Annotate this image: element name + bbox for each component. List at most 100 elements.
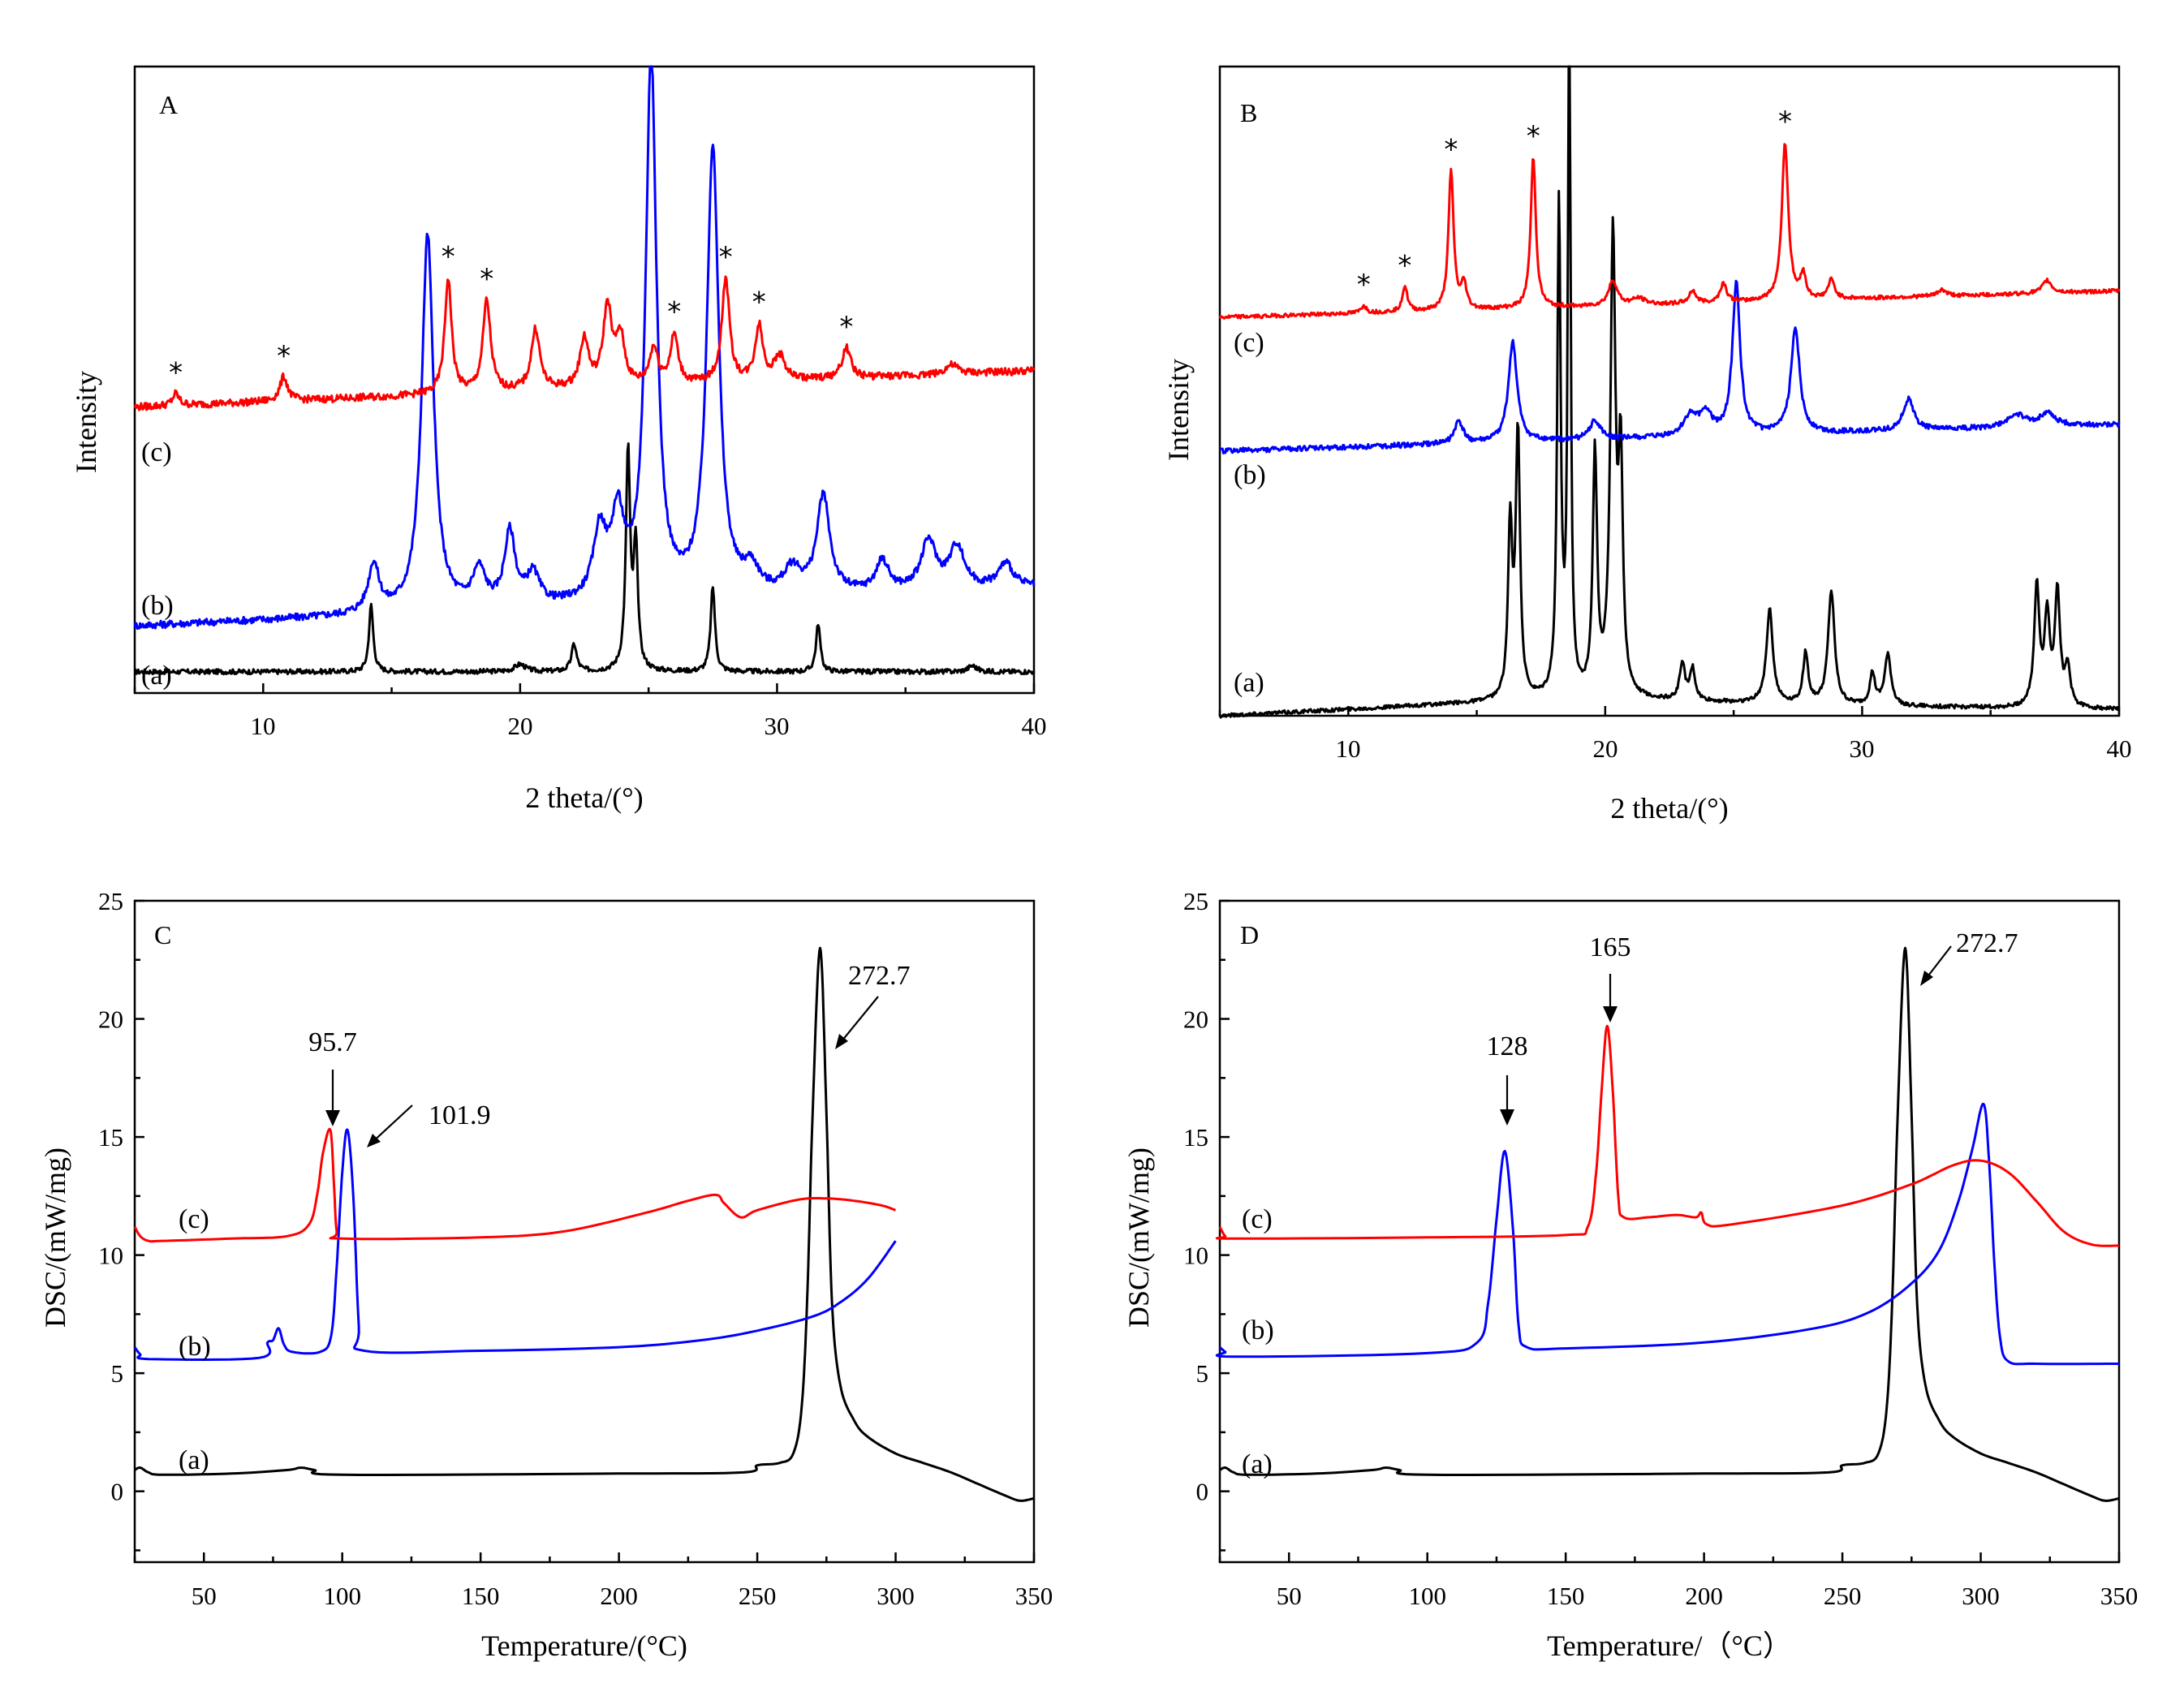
panel-a-x-axis-title: 2 theta/(°) xyxy=(525,781,643,814)
panel-d-arrowhead-128 xyxy=(1500,1109,1514,1126)
y-tick-label: 20 xyxy=(1183,1005,1208,1034)
x-tick-label: 350 xyxy=(2100,1582,2139,1610)
panel-d-frame xyxy=(1218,899,2121,1564)
panel-c-y-axis-title: DSC/(mW/mg) xyxy=(39,1147,71,1328)
series-line-b xyxy=(133,65,1036,631)
panel-a-y-axis-title: Intensity xyxy=(70,371,102,473)
x-tick-label: 200 xyxy=(600,1582,638,1610)
panel-d-annotation-165: 165 xyxy=(1590,932,1631,962)
series-line-c xyxy=(133,275,1036,411)
panel-d-arrowhead-165 xyxy=(1603,1006,1618,1023)
x-tick-label: 300 xyxy=(877,1582,915,1610)
panel-c-series xyxy=(133,946,1035,1502)
y-tick-label: 5 xyxy=(1196,1359,1209,1388)
peak-star-marker: * xyxy=(752,286,766,318)
peak-star-marker: * xyxy=(480,263,493,295)
series-line-a xyxy=(1218,65,2121,719)
panel-c-letter: C xyxy=(154,920,171,949)
panel-c-tick-labels: 50 100 150 200 250 300 350 0 5 10 15 20 25 xyxy=(98,887,1053,1610)
panel-d-letter: D xyxy=(1240,920,1259,949)
panel-c-arrow-101-9 xyxy=(369,1104,413,1145)
peak-star-marker: * xyxy=(839,311,853,343)
panel-b-xtick-label: 30 xyxy=(1850,734,1875,763)
panel-d-ticks xyxy=(1218,899,2121,1562)
panel-c-ticks xyxy=(133,899,1036,1562)
peak-star-marker: * xyxy=(442,241,455,273)
y-tick-label: 25 xyxy=(98,887,123,915)
series-line-a xyxy=(1218,946,2120,1502)
panel-c-x-axis-title: Temperature/(°C) xyxy=(481,1630,687,1662)
panel-d-annotation-128: 128 xyxy=(1487,1031,1528,1061)
peak-star-marker: * xyxy=(277,340,291,372)
x-tick-label: 100 xyxy=(1408,1582,1446,1610)
panel-a-series xyxy=(133,65,1036,676)
panel-a: 10 20 30 40 2 theta/(°) Intensity A * * * *… xyxy=(70,65,1047,814)
panel-c-label-a: (a) xyxy=(179,1445,209,1475)
panel-b-xtick-label: 10 xyxy=(1336,734,1361,763)
panel-a-stars: * * * * * * * * xyxy=(169,241,853,390)
panel-d-x-axis-title: Temperature/（°C） xyxy=(1547,1630,1792,1662)
panel-b-label-a: (a) xyxy=(1234,668,1264,698)
panel-a-xtick-label: 10 xyxy=(251,712,276,740)
series-line-b xyxy=(1215,1102,2119,1366)
panel-c-arrow-272-7 xyxy=(838,996,879,1046)
panel-c-label-b: (b) xyxy=(179,1332,211,1362)
x-tick-label: 250 xyxy=(1824,1582,1862,1610)
series-line-a xyxy=(133,946,1035,1502)
x-tick-label: 150 xyxy=(462,1582,500,1610)
y-tick-label: 20 xyxy=(98,1005,123,1034)
panel-b-frame xyxy=(1218,65,2121,717)
y-tick-label: 5 xyxy=(111,1359,124,1388)
x-tick-label: 150 xyxy=(1547,1582,1585,1610)
panel-b-xtick-label: 20 xyxy=(1593,734,1618,763)
peak-star-marker: * xyxy=(1778,105,1792,138)
x-tick-label: 200 xyxy=(1685,1582,1723,1610)
panel-c-annotation-101-9: 101.9 xyxy=(429,1100,491,1130)
panel-b-xtick-label: 40 xyxy=(2107,734,2132,763)
y-tick-label: 15 xyxy=(1183,1123,1208,1152)
panel-a-label-a: (a) xyxy=(141,661,172,691)
panel-d-label-a: (a) xyxy=(1242,1449,1273,1479)
panel-c-frame xyxy=(133,899,1036,1564)
panel-c-arrowhead-95-7 xyxy=(325,1110,340,1126)
panel-a-xtick-label: 40 xyxy=(1022,712,1047,740)
panel-d: 50 100 150 200 250 300 350 0 5 10 15 20 25 Temperatu… xyxy=(1122,887,2138,1662)
x-tick-label: 50 xyxy=(1277,1582,1302,1610)
panel-a-label-c: (c) xyxy=(141,437,172,467)
series-line-c xyxy=(1215,1024,2120,1247)
panel-d-label-c: (c) xyxy=(1242,1204,1273,1234)
y-tick-label: 10 xyxy=(1183,1242,1208,1270)
panel-b-x-axis-title: 2 theta/(°) xyxy=(1610,792,1728,824)
panel-d-label-b: (b) xyxy=(1242,1315,1274,1345)
series-line-c xyxy=(133,1127,897,1243)
panel-c: 50 100 150 200 250 300 350 0 5 10 15 20 25 Temperatu… xyxy=(39,887,1053,1662)
y-tick-label: 0 xyxy=(1196,1478,1209,1506)
x-tick-label: 350 xyxy=(1015,1582,1053,1610)
panel-a-label-b: (b) xyxy=(141,591,174,621)
panel-d-arrowhead-272-7 xyxy=(1920,971,1933,986)
series-line-b xyxy=(133,1128,897,1361)
series-line-b xyxy=(1219,279,2121,454)
panel-a-frame xyxy=(133,65,1036,695)
peak-star-marker: * xyxy=(1444,134,1458,166)
panel-b: 10 20 30 40 2 theta/(°) Intensity B * * * *… xyxy=(1162,65,2132,824)
peak-star-marker: * xyxy=(1398,249,1411,282)
panel-b-letter: B xyxy=(1240,98,1257,127)
panel-c-arrowhead-272-7 xyxy=(835,1034,848,1049)
y-tick-label: 15 xyxy=(98,1123,123,1152)
peak-star-marker: * xyxy=(169,357,183,390)
y-tick-label: 25 xyxy=(1183,887,1208,915)
panel-c-annotation-272-7: 272.7 xyxy=(848,961,911,991)
peak-star-marker: * xyxy=(719,241,733,273)
panel-b-label-b: (b) xyxy=(1234,460,1266,490)
x-tick-label: 300 xyxy=(1962,1582,2000,1610)
panel-a-xtick-label: 30 xyxy=(765,712,790,740)
panel-b-series xyxy=(1218,65,2121,719)
panel-b-y-axis-title: Intensity xyxy=(1162,359,1195,461)
x-tick-label: 100 xyxy=(323,1582,361,1610)
panel-d-series xyxy=(1215,946,2120,1502)
peak-star-marker: * xyxy=(1357,269,1371,301)
panel-a-xtick-label: 20 xyxy=(508,712,533,740)
panel-a-letter: A xyxy=(159,90,178,119)
